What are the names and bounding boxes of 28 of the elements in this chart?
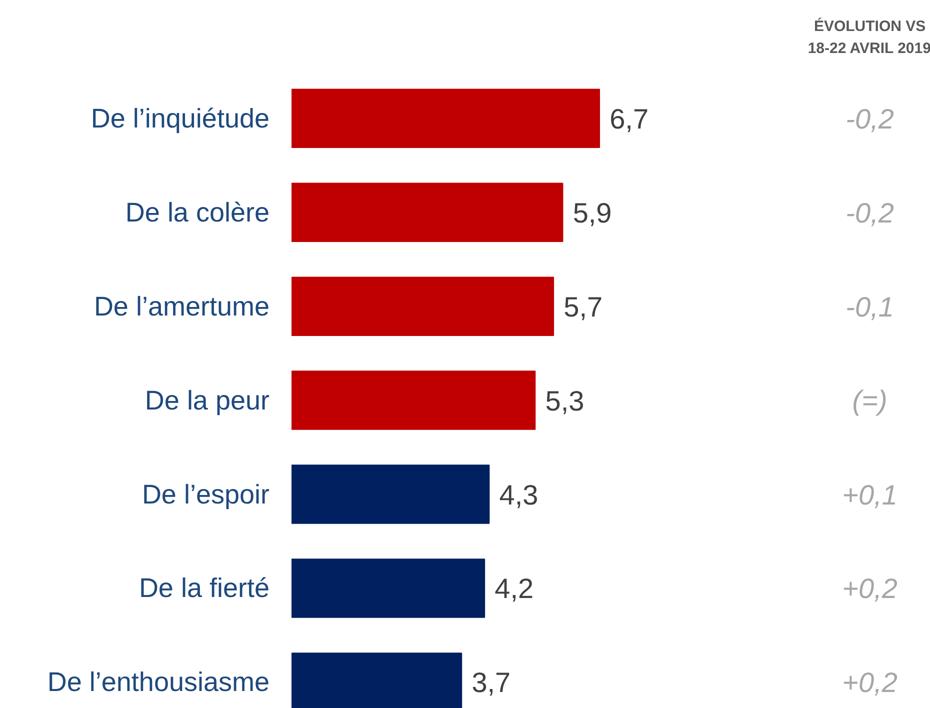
data-label: 5,3 bbox=[545, 385, 584, 416]
y-tick-label: De la fierté bbox=[138, 573, 270, 604]
y-tick-label: De l’inquiétude bbox=[90, 103, 270, 134]
data-label: 5,9 bbox=[572, 197, 612, 228]
text: ÉVOLUTION VS 18-22 AVRIL 2019 bbox=[808, 17, 930, 58]
bar bbox=[292, 370, 536, 430]
text: +0,2 bbox=[842, 667, 898, 698]
data-label: 6,7 bbox=[610, 103, 649, 134]
bar bbox=[292, 558, 486, 618]
data-label: 4,3 bbox=[499, 479, 538, 510]
y-tick-label: De la peur bbox=[144, 385, 270, 416]
y-tick-label: De l’espoir bbox=[142, 479, 270, 510]
y-tick-label: De la colère bbox=[125, 197, 270, 228]
text: (=) bbox=[852, 384, 888, 416]
data-label: 4,2 bbox=[494, 573, 534, 604]
bar bbox=[292, 88, 600, 148]
data-label: 3,7 bbox=[472, 667, 511, 698]
text: -0,2 bbox=[846, 197, 894, 228]
text: -0,1 bbox=[846, 291, 894, 322]
y-tick-label: De l’enthousiasme bbox=[47, 667, 270, 698]
bar bbox=[292, 464, 490, 524]
text: +0,1 bbox=[842, 479, 898, 510]
bar bbox=[292, 182, 564, 242]
text: +0,2 bbox=[842, 573, 898, 604]
bar bbox=[292, 276, 554, 336]
y-tick-label: De l’amertume bbox=[94, 291, 270, 322]
data-label: 5,7 bbox=[564, 291, 603, 322]
text: -0,2 bbox=[846, 103, 894, 134]
